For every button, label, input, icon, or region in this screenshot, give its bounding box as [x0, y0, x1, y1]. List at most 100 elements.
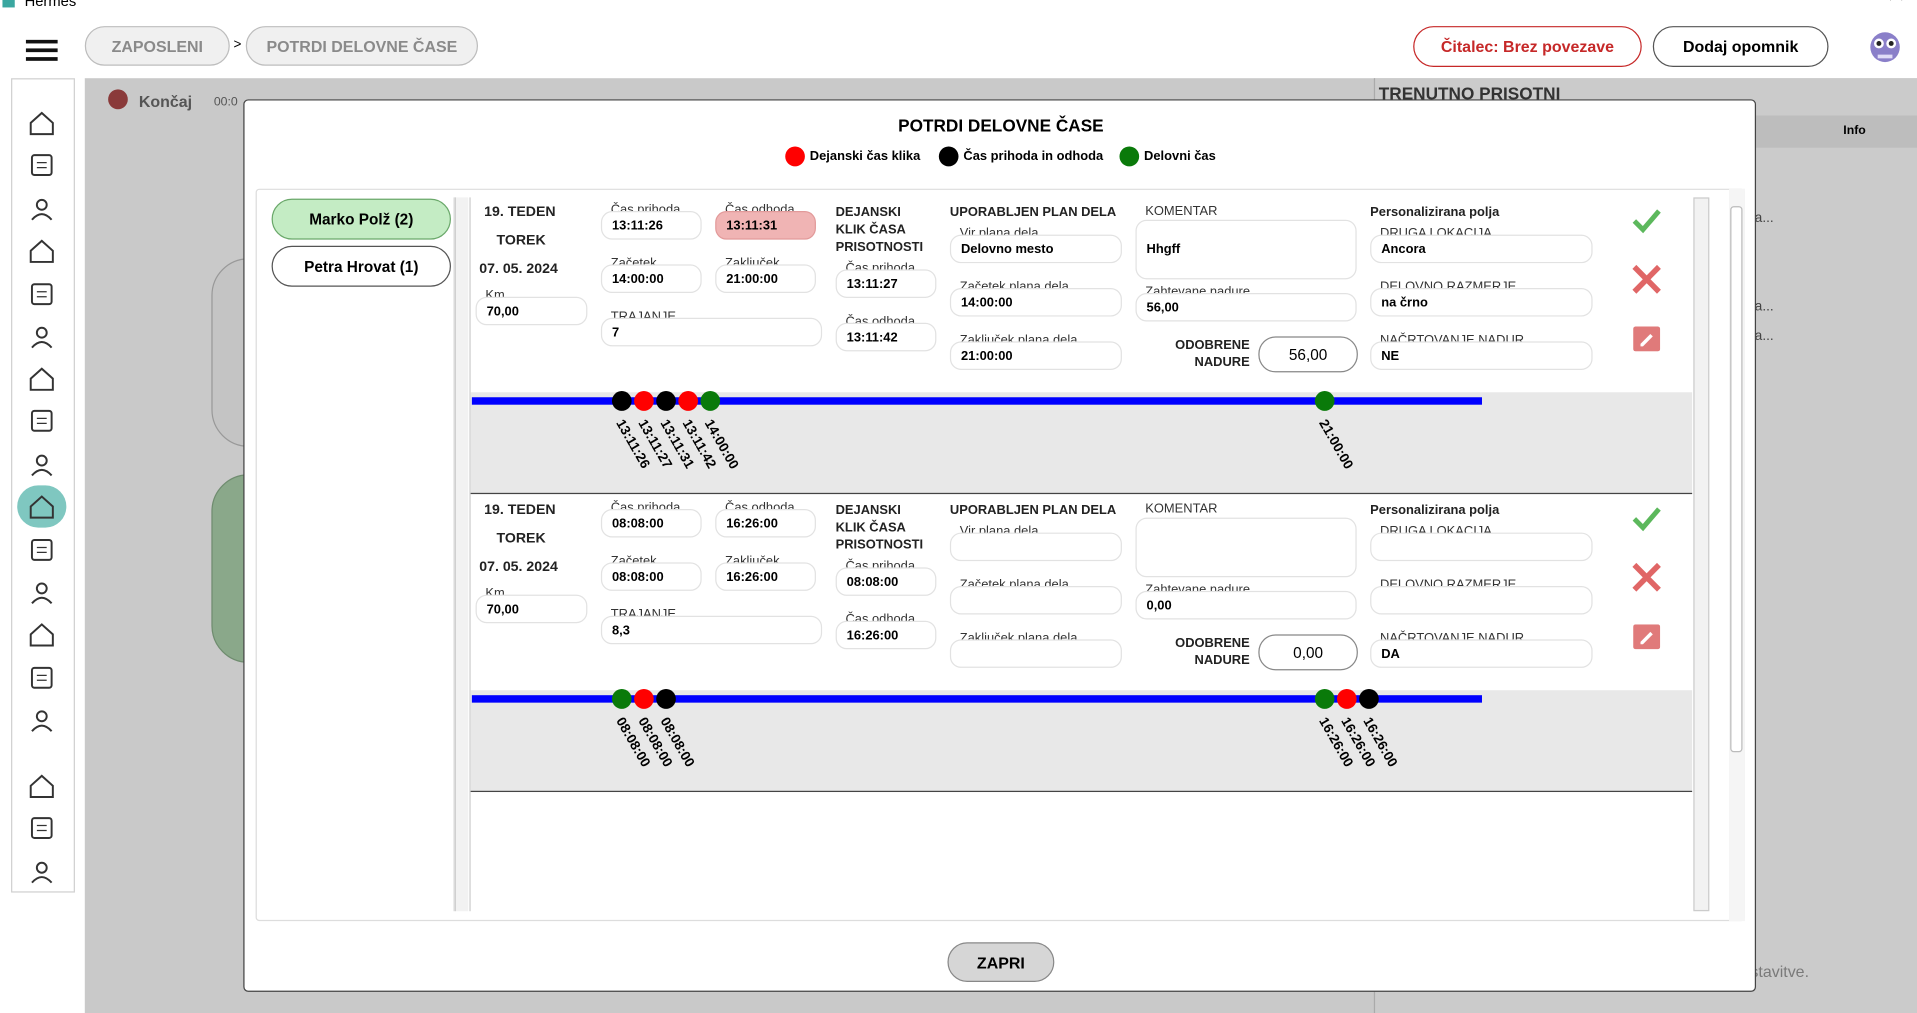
end-button-text: Končaj [138, 91, 193, 111]
timeline-marker [634, 688, 654, 709]
employee-button[interactable]: Marko Polž (2) [271, 198, 451, 240]
field[interactable] [1370, 585, 1593, 615]
sidebar-icon[interactable] [27, 451, 56, 478]
comment-box[interactable]: Hhgff [1135, 219, 1357, 280]
field[interactable]: 13:11:26 [600, 211, 702, 240]
sidebar-icon[interactable] [27, 706, 56, 733]
field[interactable]: 08:08:00 [835, 567, 937, 596]
field[interactable]: 0,00 [1135, 590, 1357, 620]
legend-dot [938, 146, 959, 167]
field[interactable]: Ancora [1370, 234, 1593, 264]
field[interactable] [949, 532, 1122, 562]
day-label: TOREK [496, 233, 546, 249]
field[interactable]: 13:11:27 [835, 269, 937, 298]
employee-list [268, 197, 455, 912]
field[interactable]: 16:26:00 [835, 620, 937, 650]
sidebar-icon[interactable] [27, 772, 56, 799]
sidebar-icon[interactable] [27, 536, 56, 563]
sidebar-icon[interactable] [27, 237, 56, 264]
reject-button[interactable] [1632, 264, 1661, 294]
timeline-marker [1336, 688, 1357, 709]
comment-box[interactable] [1135, 517, 1357, 578]
approved-overtime-input[interactable]: 56,00 [1258, 336, 1358, 373]
breadcrumb-item[interactable]: ZAPOSLENI [84, 26, 230, 66]
records-area [469, 197, 1693, 912]
sidebar-icon[interactable] [27, 151, 56, 178]
sidebar-icon[interactable] [27, 579, 56, 606]
timeline-marker [1314, 391, 1335, 411]
field-label: KOMENTAR [1145, 501, 1218, 517]
field[interactable] [949, 639, 1122, 668]
app-icon [2, 0, 15, 8]
sidebar-active [17, 485, 67, 528]
present-row-text: a... [1754, 211, 1774, 226]
timeline-marker [656, 688, 676, 709]
timeline-marker [1314, 688, 1335, 709]
sidebar-icon[interactable] [27, 323, 56, 350]
timeline-bar [471, 397, 1482, 405]
field[interactable]: 13:11:42 [835, 322, 937, 352]
employee-button[interactable]: Petra Hrovat (1) [271, 245, 451, 287]
section-heading: UPORABLJEN PLAN DELA [949, 204, 1117, 220]
sidebar-icon[interactable] [27, 407, 56, 434]
field[interactable]: NE [1370, 341, 1593, 370]
field[interactable]: 70,00 [475, 594, 588, 624]
day-label: TOREK [496, 531, 546, 547]
sidebar-icon[interactable] [27, 365, 56, 392]
menu-button[interactable] [25, 39, 58, 62]
field[interactable]: 70,00 [475, 296, 588, 326]
field[interactable]: 16:26:00 [715, 562, 816, 591]
approved-overtime-input[interactable]: 0,00 [1258, 634, 1358, 671]
sidebar-icon[interactable] [27, 621, 56, 648]
edit-button[interactable] [1633, 326, 1661, 352]
field[interactable]: 16:26:00 [715, 508, 816, 538]
field[interactable]: 7 [600, 317, 823, 347]
reader-status-button[interactable]: Čitalec: Brez povezave [1413, 26, 1642, 68]
confirm-button[interactable] [1632, 207, 1661, 234]
field[interactable]: DA [1370, 639, 1593, 668]
field[interactable]: 56,00 [1135, 292, 1357, 322]
confirm-button[interactable] [1632, 505, 1661, 532]
reject-button[interactable] [1632, 562, 1661, 592]
timeline-marker [1359, 688, 1379, 709]
scrollbar-thumb [1730, 206, 1743, 753]
legend-label: Dejanski čas klika [809, 148, 921, 164]
add-reminder-button[interactable]: Dodaj opomnik [1652, 26, 1829, 68]
field[interactable]: 08:08:00 [600, 562, 702, 591]
field[interactable]: 8,3 [600, 615, 823, 645]
section-heading: DEJANSKI KLIK ČASA PRISOTNOSTI [835, 204, 924, 255]
date-label: 07. 05. 2024 [479, 559, 558, 575]
field[interactable]: Delovno mesto [949, 234, 1122, 264]
sidebar-icon[interactable] [27, 814, 56, 841]
timeline-marker [611, 688, 632, 709]
close-button[interactable]: ZAPRI [947, 942, 1055, 982]
window-controls [1889, 0, 1903, 1]
field[interactable]: 14:00:00 [949, 288, 1122, 317]
timeline-marker [678, 391, 698, 411]
timer-text: 00:0 [213, 95, 238, 110]
field[interactable]: 14:00:00 [600, 264, 702, 293]
field[interactable]: 13:11:31 [715, 211, 816, 240]
dialog-title: POTRDI DELOVNE ČASE [898, 115, 1104, 136]
week-label: 19. TEDEN [484, 502, 556, 518]
field[interactable]: na črno [1370, 288, 1593, 317]
edit-button[interactable] [1633, 624, 1661, 650]
section-heading: DEJANSKI KLIK ČASA PRISOTNOSTI [835, 502, 924, 553]
field[interactable] [949, 585, 1122, 615]
field[interactable]: 21:00:00 [949, 341, 1122, 370]
legend-dot [785, 146, 805, 167]
field[interactable]: 08:08:00 [600, 508, 702, 538]
field[interactable]: 21:00:00 [715, 264, 816, 293]
sidebar-icon[interactable] [27, 109, 56, 136]
present-row-text: a... [1754, 328, 1774, 344]
breadcrumb-item[interactable]: POTRDI DELOVNE ČASE [245, 26, 479, 66]
sidebar-icon[interactable] [27, 493, 56, 520]
sidebar-icon[interactable] [27, 281, 56, 308]
scrollbar [454, 197, 469, 912]
sidebar-icon[interactable] [27, 858, 56, 885]
sidebar-icon[interactable] [27, 664, 56, 691]
breadcrumb-separator: > [233, 37, 242, 53]
field[interactable] [1370, 532, 1593, 562]
sidebar-icon[interactable] [27, 195, 56, 222]
